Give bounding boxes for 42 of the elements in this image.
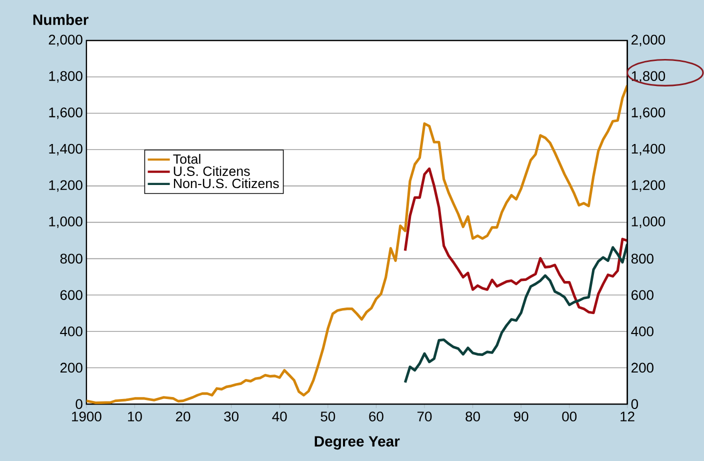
x-tick-label: 30	[224, 412, 238, 422]
y-tick-label: 600	[60, 290, 82, 300]
x-tick-label: 60	[369, 412, 384, 422]
x-tick-label: 50	[320, 412, 336, 422]
legend-label: Total	[173, 154, 200, 164]
y2-tick-label: 1,000	[632, 216, 666, 228]
y-tick-label: 400	[60, 326, 82, 336]
y2-tick-label: 1,400	[632, 144, 666, 156]
y-tick-label: 1,200	[49, 180, 82, 192]
y-tick-label: 1,400	[49, 144, 82, 156]
legend-label: U.S. Citizens	[174, 166, 250, 176]
x-tick-label: 00	[562, 412, 577, 422]
x-tick-label: 40	[272, 412, 287, 422]
y-tick-label: 1,800	[49, 71, 82, 83]
x-tick-label: 90	[514, 412, 528, 422]
x-tick-label: 10	[128, 412, 142, 422]
y2-tick-label: 1,200	[632, 180, 666, 192]
y2-tick-label: 800	[631, 254, 654, 264]
x-tick-label: 12	[620, 412, 634, 422]
y2-tick-label: 600	[632, 290, 654, 300]
x-tick-label: 70	[417, 412, 432, 422]
y-axis-title: Number	[33, 14, 88, 25]
x-tick-label: 80	[466, 412, 480, 422]
y-tick-label: 200	[60, 362, 82, 373]
x-tick-label: 1900	[72, 412, 102, 422]
y2-tick-label: 0	[631, 399, 638, 409]
x-tick-label: 20	[176, 412, 190, 422]
y-tick-label: 800	[60, 254, 82, 264]
y2-tick-label: 2,000	[632, 34, 666, 46]
y2-tick-label: 400	[631, 326, 654, 336]
y-tick-label: 1,000	[49, 216, 82, 228]
y2-tick-label: 1,800	[632, 71, 666, 83]
y2-tick-label: 200	[632, 362, 654, 373]
line-series	[404, 242, 628, 384]
x-axis-title: Degree Year	[314, 436, 400, 450]
line-series	[404, 167, 628, 314]
y-tick-label: 1,600	[49, 107, 82, 119]
y2-tick-label: 1,600	[632, 107, 666, 119]
line-series	[86, 84, 628, 404]
y-tick-label: 2,000	[48, 34, 82, 46]
y-tick-label: 0	[76, 399, 82, 409]
legend-label: Non-U.S. Citizens	[174, 178, 279, 188]
